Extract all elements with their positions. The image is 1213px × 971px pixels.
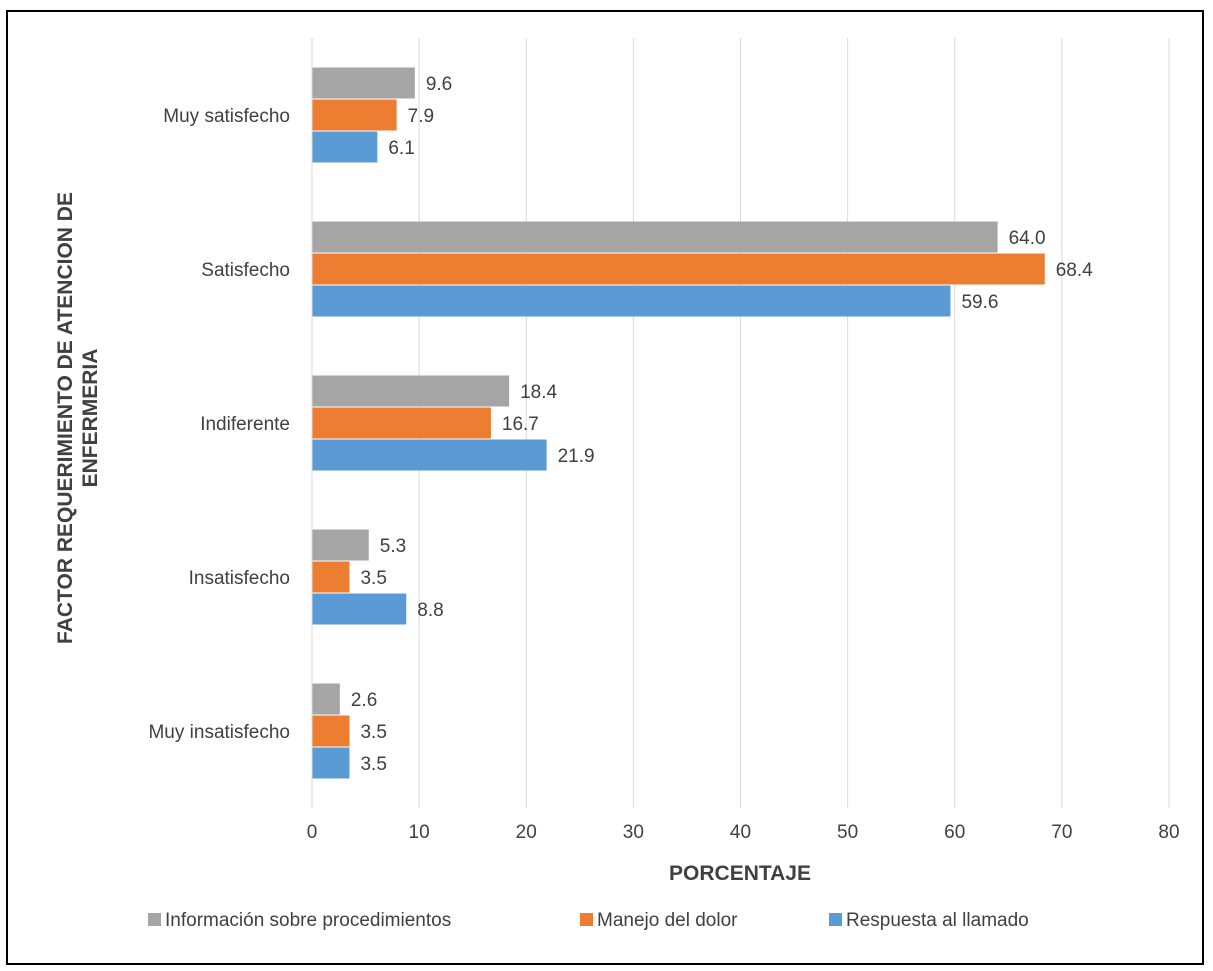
- legend-swatch: [148, 913, 161, 926]
- data-label: 7.9: [408, 106, 434, 127]
- bar: [312, 253, 1045, 285]
- x-tick-label: 20: [516, 822, 537, 843]
- data-label: 21.9: [558, 446, 595, 467]
- legend-swatch: [580, 913, 593, 926]
- bar: [312, 221, 998, 253]
- data-label: 68.4: [1056, 260, 1093, 281]
- x-axis-title: PORCENTAJE: [669, 862, 811, 885]
- bar: [312, 439, 547, 471]
- legend-label: Respuesta al llamado: [846, 910, 1029, 931]
- data-label: 2.6: [351, 690, 377, 711]
- legend-label: Información sobre procedimientos: [165, 910, 451, 931]
- x-tick-label: 10: [409, 822, 430, 843]
- data-label: 9.6: [426, 74, 452, 95]
- data-label: 64.0: [1009, 228, 1046, 249]
- bar: [312, 375, 510, 407]
- x-tick-label: 30: [623, 822, 644, 843]
- data-label: 8.8: [417, 600, 443, 621]
- chart-frame: [6, 10, 1204, 965]
- x-tick-label: 40: [730, 822, 751, 843]
- y-category-label: Satisfecho: [201, 260, 290, 281]
- bar: [312, 561, 350, 593]
- x-tick-label: 0: [307, 822, 318, 843]
- data-label: 3.5: [360, 722, 386, 743]
- y-category-label: Muy insatisfecho: [148, 722, 290, 743]
- data-label: 16.7: [502, 414, 539, 435]
- data-label: 59.6: [961, 292, 998, 313]
- x-tick-label: 70: [1051, 822, 1072, 843]
- x-tick-label: 80: [1158, 822, 1179, 843]
- bar: [312, 529, 369, 561]
- data-label: 3.5: [360, 754, 386, 775]
- x-tick-label: 60: [944, 822, 965, 843]
- legend-swatch: [829, 913, 842, 926]
- bar: [312, 715, 350, 747]
- bar: [312, 407, 491, 439]
- y-category-label: Indiferente: [200, 414, 290, 435]
- data-label: 3.5: [360, 568, 386, 589]
- bar: [312, 99, 397, 131]
- bar: [312, 131, 378, 163]
- y-category-label: Insatisfecho: [189, 568, 290, 589]
- x-tick-label: 50: [837, 822, 858, 843]
- y-category-label: Muy satisfecho: [163, 106, 290, 127]
- y-axis-title: FACTOR REQUERIMIENTO DE ATENCION DEENFER…: [54, 192, 102, 644]
- bar: [312, 683, 340, 715]
- legend-label: Manejo del dolor: [597, 910, 738, 931]
- data-label: 6.1: [388, 138, 414, 159]
- bar: [312, 593, 407, 625]
- data-label: 18.4: [520, 382, 557, 403]
- data-label: 5.3: [380, 536, 406, 557]
- bar: [312, 67, 415, 99]
- bar: [312, 285, 951, 317]
- bar: [312, 747, 350, 779]
